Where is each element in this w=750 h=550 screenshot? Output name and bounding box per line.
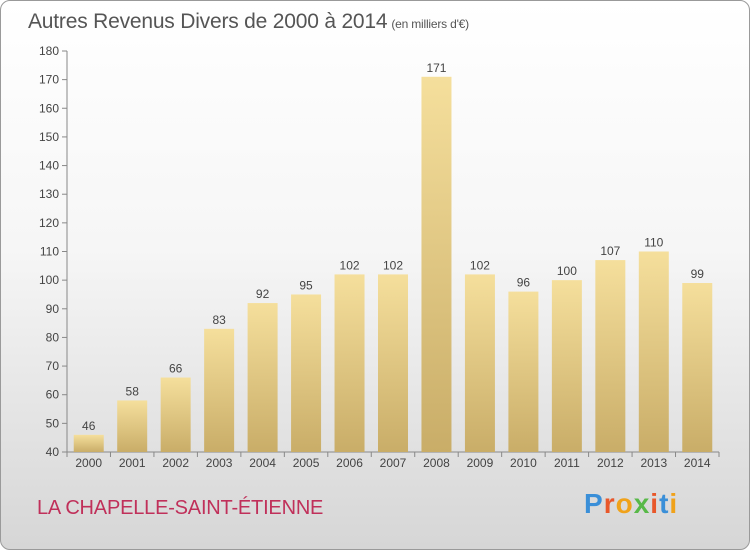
y-tick-label: 120	[39, 216, 59, 230]
y-tick-label: 50	[46, 416, 60, 430]
bar[interactable]	[508, 291, 539, 452]
bar-value-label: 58	[126, 384, 140, 398]
x-tick-label: 2014	[684, 456, 711, 470]
bar-value-label: 83	[212, 313, 226, 327]
y-tick-label: 60	[46, 388, 60, 402]
bar-value-label: 100	[557, 264, 577, 278]
chart-title: Autres Revenus Divers de 2000 à 2014 (en …	[28, 10, 469, 34]
bar[interactable]	[160, 377, 191, 452]
bar-value-label: 102	[470, 258, 490, 272]
x-tick-label: 2012	[597, 456, 624, 470]
y-tick-label: 70	[46, 359, 60, 373]
x-axis: 2000 2001 2002 2003 2004 2005 2006 2007 2008 2009…	[66, 451, 720, 470]
bar-value-label: 92	[256, 287, 270, 301]
y-tick-label: 100	[39, 273, 59, 287]
logo-letter: i	[650, 488, 660, 519]
proxiti-logo[interactable]: Proxiti	[584, 488, 678, 520]
x-tick-label: 2013	[640, 456, 667, 470]
x-tick-label: 2011	[554, 456, 580, 470]
x-tick-label: 2008	[423, 456, 450, 470]
y-tick-label: 80	[46, 330, 60, 344]
y-tick-label: 110	[40, 245, 59, 259]
bar[interactable]	[638, 251, 669, 453]
bar[interactable]	[334, 274, 365, 452]
y-tick-label: 130	[39, 187, 59, 201]
bar[interactable]	[291, 294, 322, 452]
bar-value-label: 46	[82, 419, 96, 433]
logo-letter: i	[669, 488, 679, 519]
location-name: LA CHAPELLE-SAINT-ÉTIENNE	[37, 497, 324, 519]
x-tick-label: 2001	[119, 456, 146, 470]
bar[interactable]	[204, 328, 235, 452]
logo-letter: r	[603, 488, 616, 519]
bar[interactable]	[595, 260, 626, 452]
logo-letter: P	[584, 488, 604, 519]
bar-value-label: 66	[169, 362, 183, 376]
x-tick-label: 2002	[162, 456, 189, 470]
y-axis: 40 50 60 70 80 90 100 110 120 130 140 150 160 170 180	[39, 44, 68, 459]
bar-value-label: 96	[517, 276, 531, 290]
y-tick-label: 180	[39, 44, 59, 58]
bar-value-label: 95	[299, 278, 313, 292]
bar[interactable]	[421, 76, 452, 453]
bars	[73, 76, 713, 453]
value-labels: 46 58 66 83 92 95 102 102 171 102 96 100 107 110 99	[82, 61, 704, 433]
bar-value-label: 171	[426, 61, 446, 75]
logo-letter: o	[615, 488, 634, 519]
bar[interactable]	[682, 283, 713, 452]
logo-letter: t	[659, 488, 670, 519]
bar-value-label: 102	[340, 258, 360, 272]
bar[interactable]	[247, 303, 278, 452]
x-tick-label: 2003	[206, 456, 233, 470]
bar[interactable]	[117, 400, 148, 452]
bar[interactable]	[73, 434, 104, 452]
x-tick-label: 2005	[293, 456, 320, 470]
x-tick-label: 2004	[249, 456, 276, 470]
bar-value-label: 102	[383, 258, 403, 272]
logo-letter: x	[633, 488, 651, 519]
x-tick-label: 2007	[380, 456, 407, 470]
y-tick-label: 170	[39, 73, 59, 87]
x-tick-label: 2010	[510, 456, 537, 470]
x-tick-label: 2006	[336, 456, 363, 470]
y-tick-label: 160	[39, 101, 59, 115]
chart-unit: (en milliers d'€)	[391, 17, 469, 31]
x-tick-label: 2009	[467, 456, 494, 470]
x-tick-label: 2000	[75, 456, 102, 470]
bar-value-label: 110	[644, 236, 663, 250]
bar[interactable]	[378, 274, 408, 452]
y-tick-label: 90	[46, 302, 60, 316]
chart-title-text: Autres Revenus Divers de 2000 à 2014	[28, 10, 388, 33]
y-tick-label: 150	[39, 130, 59, 144]
bar[interactable]	[464, 274, 495, 452]
bar-value-label: 107	[600, 244, 620, 258]
y-tick-label: 140	[39, 159, 59, 173]
bar[interactable]	[551, 280, 582, 452]
bar-value-label: 99	[691, 267, 705, 281]
y-tick-label: 40	[46, 445, 60, 459]
